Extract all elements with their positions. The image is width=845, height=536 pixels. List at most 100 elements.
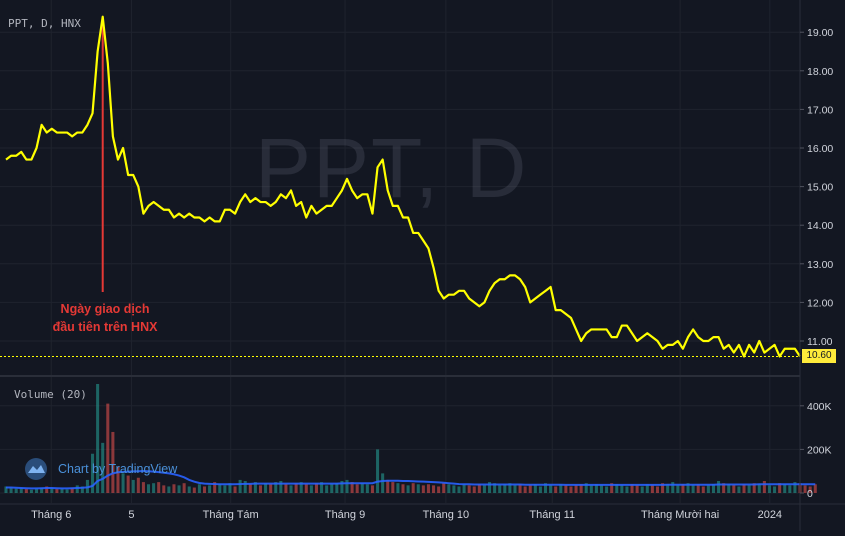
chart-title: PPT, D, HNX bbox=[8, 17, 81, 30]
volume-bar bbox=[543, 483, 548, 493]
annotation-line-2: đầu tiên trên HNX bbox=[52, 320, 158, 334]
volume-bar bbox=[793, 482, 797, 493]
volume-bar bbox=[197, 484, 201, 493]
volume-bar bbox=[599, 485, 604, 493]
volume-bar bbox=[732, 485, 736, 493]
volume-bar bbox=[467, 485, 471, 493]
volume-bar bbox=[432, 485, 436, 493]
volume-ma-line bbox=[6, 469, 816, 490]
volume-bar bbox=[299, 482, 303, 493]
volume-bar bbox=[650, 485, 654, 493]
volume-bar bbox=[213, 482, 217, 493]
volume-bar bbox=[233, 486, 237, 493]
volume-bar bbox=[752, 483, 756, 493]
volume-bar bbox=[569, 486, 573, 493]
volume-bar bbox=[396, 483, 400, 493]
volume-bar bbox=[574, 485, 578, 493]
volume-bar bbox=[482, 485, 486, 493]
volume-bar bbox=[141, 482, 145, 493]
volume-bar bbox=[274, 482, 278, 493]
volume-bar bbox=[472, 486, 476, 493]
volume-bar bbox=[289, 485, 293, 493]
volume-bar bbox=[40, 487, 44, 493]
volume-bar bbox=[45, 486, 49, 493]
volume-bar bbox=[701, 486, 705, 493]
symbol-watermark: PPT, D bbox=[255, 121, 529, 215]
price-tick-label: 18.00 bbox=[807, 66, 833, 78]
time-tick-label: Tháng 9 bbox=[325, 509, 365, 521]
volume-bar bbox=[661, 483, 665, 493]
volume-bar bbox=[330, 484, 334, 493]
price-line bbox=[0, 15, 801, 358]
volume-bar bbox=[615, 484, 619, 493]
volume-bar bbox=[131, 479, 135, 493]
volume-bar bbox=[538, 486, 542, 493]
time-tick-label: Tháng 11 bbox=[529, 509, 575, 521]
volume-bar bbox=[152, 483, 156, 493]
volume-bar bbox=[177, 485, 181, 493]
volume-bar bbox=[666, 484, 670, 493]
volume-bar bbox=[243, 481, 247, 493]
volume-bar bbox=[645, 484, 649, 493]
annotation-line-1: Ngày giao dịch bbox=[60, 302, 150, 316]
tradingview-logo-icon bbox=[22, 457, 50, 481]
volume-bar bbox=[136, 477, 140, 493]
volume-bar bbox=[508, 483, 512, 493]
volume-bar bbox=[727, 484, 731, 493]
volume-bar bbox=[722, 483, 726, 493]
volume-bar bbox=[208, 485, 212, 493]
volume-bar bbox=[9, 487, 13, 493]
volume-bar bbox=[523, 486, 527, 493]
volume-bar bbox=[767, 485, 771, 493]
volume-bar bbox=[162, 485, 166, 493]
volume-bar bbox=[29, 489, 33, 493]
volume-bar bbox=[462, 484, 466, 493]
volume-bar bbox=[457, 486, 461, 493]
volume-bar bbox=[269, 484, 273, 493]
volume-title[interactable]: Volume (20) bbox=[14, 388, 87, 401]
volume-bar bbox=[503, 484, 507, 493]
price-tick-label: 12.00 bbox=[807, 297, 833, 309]
grid-lines bbox=[0, 0, 800, 503]
volume-bar bbox=[437, 486, 441, 493]
volume-tick-label: 0 bbox=[807, 488, 813, 500]
attribution-text: Chart by TradingView bbox=[58, 462, 178, 476]
volume-bar bbox=[325, 485, 329, 493]
volume-bar bbox=[70, 487, 74, 493]
tradingview-attribution[interactable]: Chart by TradingView bbox=[22, 457, 177, 481]
volume-bar bbox=[309, 485, 313, 493]
volume-bar bbox=[172, 484, 176, 493]
volume-bar bbox=[513, 485, 517, 493]
volume-bar bbox=[757, 484, 761, 493]
volume-tick-label: 200K bbox=[807, 444, 832, 456]
volume-bar bbox=[620, 485, 624, 493]
time-tick-label: Tháng 10 bbox=[423, 509, 469, 521]
volume-bar bbox=[360, 483, 364, 493]
volume-bar bbox=[426, 484, 430, 493]
volume-bar bbox=[167, 486, 171, 493]
price-tick-label: 19.00 bbox=[807, 27, 833, 39]
volume-bar bbox=[65, 489, 69, 493]
volume-bar bbox=[345, 479, 349, 493]
volume-bar bbox=[813, 484, 817, 493]
volume-bar bbox=[116, 466, 120, 493]
time-tick-label: Tháng Tám bbox=[203, 509, 259, 521]
volume-bar bbox=[14, 488, 18, 493]
volume-bar bbox=[50, 488, 54, 493]
volume-bar bbox=[187, 486, 191, 493]
volume-tick-label: 400K bbox=[807, 401, 832, 413]
volume-bar bbox=[783, 484, 787, 493]
volume-ma-series bbox=[6, 469, 816, 490]
volume-bar bbox=[762, 481, 766, 493]
volume-bar bbox=[91, 453, 95, 493]
volume-bar bbox=[803, 485, 807, 493]
volume-bar bbox=[126, 475, 130, 493]
volume-bar bbox=[284, 484, 288, 493]
volume-bar bbox=[554, 486, 558, 493]
volume-bar bbox=[35, 488, 39, 493]
time-tick-label: Tháng 6 bbox=[31, 509, 71, 521]
price-tick-label: 16.00 bbox=[807, 143, 833, 155]
volume-bar bbox=[584, 483, 588, 493]
volume-bar bbox=[24, 489, 28, 493]
volume-bar bbox=[202, 486, 207, 493]
